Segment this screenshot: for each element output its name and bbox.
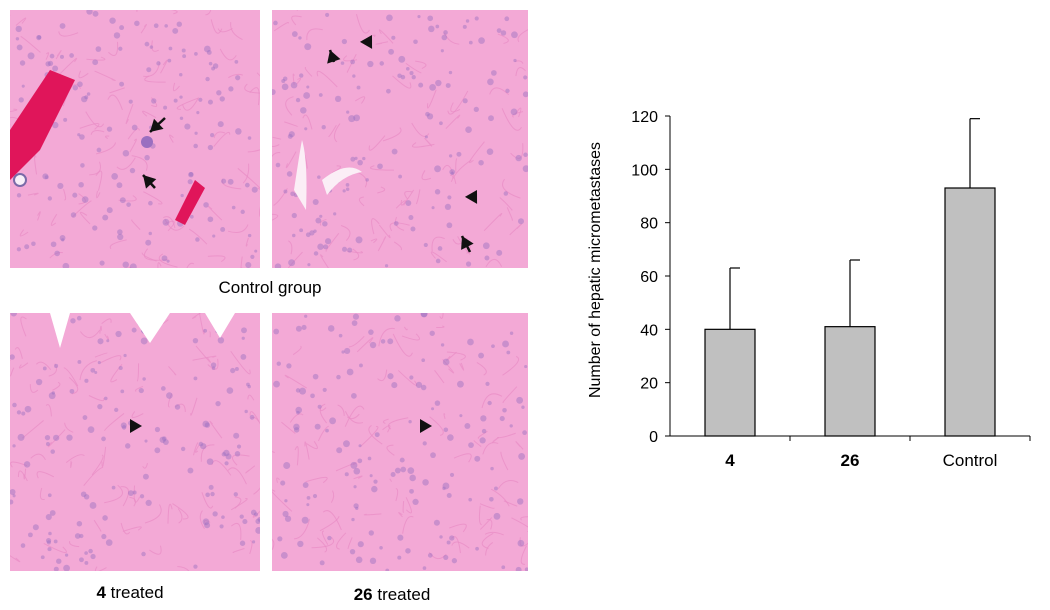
histology-control-2 — [272, 10, 528, 268]
y-axis-label: Number of hepatic micrometastases — [587, 142, 604, 398]
y-tick-label: 80 — [640, 216, 658, 233]
histology-control-1 — [10, 10, 260, 268]
caption-4-text: treated — [105, 583, 164, 602]
y-tick-label: 0 — [649, 429, 658, 446]
tissue-texture — [10, 10, 260, 268]
y-tick-label: 60 — [640, 269, 658, 286]
tissue-texture — [272, 10, 528, 268]
caption-control-group: Control group — [180, 278, 360, 298]
histology-4-treated — [10, 313, 260, 571]
bar-control — [944, 187, 996, 437]
caption-26-text: treated — [372, 585, 431, 604]
histology-26-treated — [272, 313, 528, 571]
caption-4-number: 4 — [96, 583, 106, 602]
bar-4 — [704, 328, 756, 437]
y-tick-label: 40 — [640, 322, 658, 339]
bar-chart: 0 20 40 60 80 100 120 Number of hepatic microme… — [587, 109, 1031, 470]
caption-control-text: Control group — [218, 278, 322, 297]
y-tick-label: 20 — [640, 376, 658, 393]
x-tick-label: 4 — [725, 451, 735, 470]
caption-4-treated: 4 treated — [50, 583, 210, 603]
caption-26-number: 26 — [353, 585, 373, 604]
x-tick-label: 26 — [841, 451, 860, 470]
caption-26-treated: 26 treated — [312, 585, 472, 605]
bar-26 — [824, 326, 876, 437]
tissue-texture — [272, 313, 528, 571]
y-tick-label: 100 — [631, 162, 658, 179]
y-tick-label: 120 — [631, 109, 658, 126]
x-tick-label: Control — [943, 451, 998, 470]
tissue-texture — [10, 313, 260, 571]
